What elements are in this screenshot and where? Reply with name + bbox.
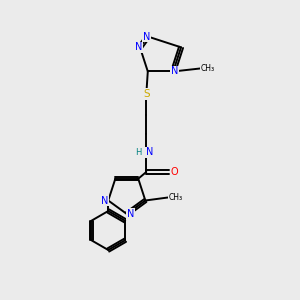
Text: O: O (170, 167, 178, 177)
Text: N: N (142, 32, 150, 41)
Text: CH₃: CH₃ (168, 193, 182, 202)
Text: N: N (171, 67, 178, 76)
Text: N: N (135, 42, 142, 52)
Text: N: N (101, 196, 108, 206)
Text: CH₃: CH₃ (201, 64, 215, 73)
Text: N: N (146, 148, 153, 158)
Text: N: N (127, 209, 134, 219)
Text: H: H (136, 148, 142, 157)
Text: S: S (143, 89, 150, 99)
